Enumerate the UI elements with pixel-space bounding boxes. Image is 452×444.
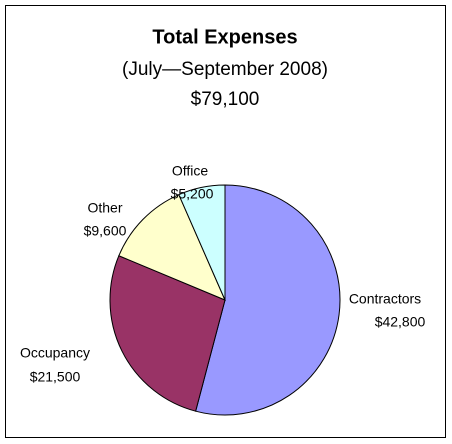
slice-category-label: Other	[87, 200, 122, 216]
pie-slice	[109, 255, 226, 412]
slice-category-label: Contractors	[349, 291, 421, 307]
slice-category-label: Office	[172, 163, 209, 179]
pie-slice	[178, 184, 226, 301]
slice-value-label: $5,200	[171, 186, 214, 202]
slice-value-label: $42,800	[375, 314, 426, 330]
slice-value-label: $21,500	[30, 369, 81, 385]
chart-subtitle: (July—September 2008)	[122, 59, 328, 80]
chart-title: Total Expenses	[152, 26, 297, 48]
pie-slice	[195, 184, 341, 416]
total-annotation: $79,100	[191, 89, 260, 110]
slice-value-label: $9,600	[84, 223, 127, 239]
pie-slice	[118, 194, 226, 301]
slice-category-label: Occupancy	[20, 345, 90, 361]
